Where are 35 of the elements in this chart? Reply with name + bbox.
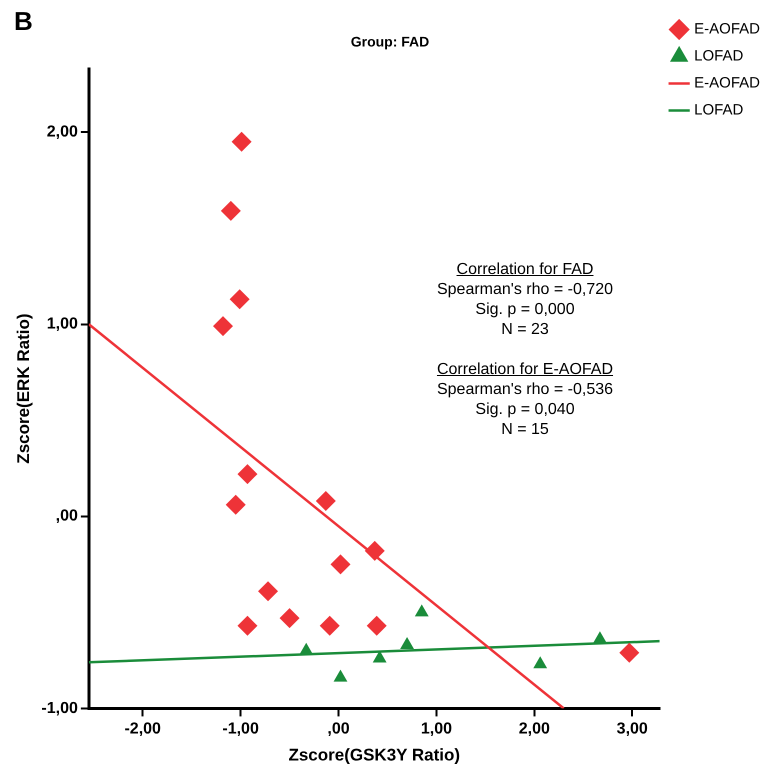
legend-label: E-AOFAD — [694, 74, 760, 92]
point — [226, 494, 246, 515]
point — [619, 642, 640, 663]
legend-label: E-AOFAD — [694, 20, 760, 38]
legend-label: LOFAD — [694, 102, 744, 119]
x-tick-label: 1,00 — [420, 720, 452, 738]
point — [316, 490, 336, 511]
y-axis-title: Zscore(ERK Ratio) — [14, 314, 33, 464]
point — [237, 616, 258, 636]
annotation: Correlation for FAD Spearman's rho = -0,720 Sig. p = 0,000 N = 23 — [436, 260, 614, 340]
x-tick-label: 2,00 — [518, 720, 550, 738]
y-tick-label: ,00 — [56, 508, 78, 525]
x-tick-label: ,00 — [327, 720, 350, 738]
x-tick-label: -2,00 — [124, 720, 162, 738]
point — [330, 554, 350, 574]
point — [232, 132, 252, 152]
point — [364, 540, 385, 561]
point — [237, 464, 258, 484]
x-axis-title: Zscore(GSK3Y Ratio) — [288, 745, 460, 764]
y-tick-label: 1,00 — [46, 316, 78, 333]
point — [213, 316, 233, 336]
point — [280, 608, 300, 628]
point — [220, 200, 241, 221]
text: B — [14, 6, 33, 37]
legend-label: LOFAD — [694, 48, 744, 65]
y-tick-label: 2,00 — [46, 124, 78, 141]
point — [320, 616, 340, 636]
y-tick-label: -1,00 — [41, 700, 78, 717]
chart-title: Group: FAD — [350, 33, 430, 50]
x-tick-label: 3,00 — [616, 720, 648, 738]
annotation: Correlation for E-AOFAD Spearman's rho = -0,536 Sig. p = 0,040 N = 15 — [436, 360, 614, 440]
point — [258, 581, 278, 602]
point — [230, 289, 250, 310]
x-tick-label: -1,00 — [222, 720, 259, 738]
point — [366, 616, 387, 636]
